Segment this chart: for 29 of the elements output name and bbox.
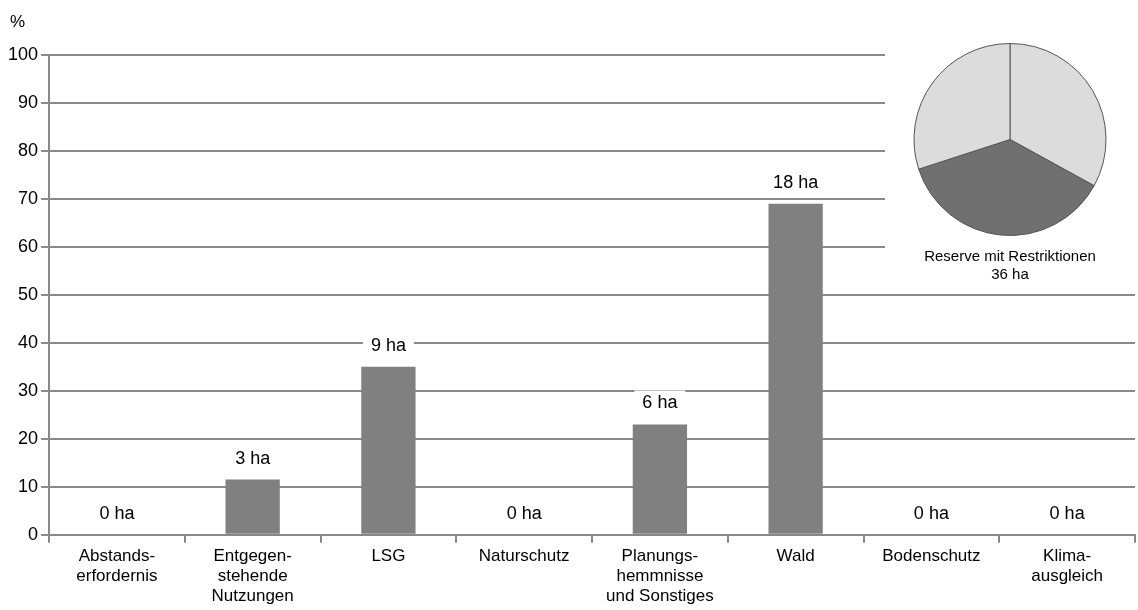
y-tick-label: 100 — [7, 43, 39, 64]
x-tick-label: Abstands- erfordernis — [76, 545, 158, 586]
y-tick-label: 90 — [18, 91, 39, 112]
y-tick-label: 70 — [18, 187, 39, 208]
y-tick-label: 60 — [18, 235, 39, 256]
annotation: 0 ha — [506, 502, 543, 523]
y-axis-title: % — [10, 12, 26, 32]
annotation: 18 ha — [773, 171, 820, 192]
annotation: 6 ha — [642, 392, 679, 413]
y-tick-label: 10 — [18, 475, 39, 496]
x-tick-label: LSG — [371, 545, 406, 565]
x-tick-label: Wald — [776, 545, 815, 565]
annotation: 9 ha — [370, 334, 407, 355]
y-tick-label: 40 — [18, 331, 39, 352]
annotation: 0 ha — [99, 502, 136, 523]
annotation: 3 ha — [235, 447, 272, 468]
y-tick-label: 50 — [18, 283, 39, 304]
x-tick-label: Planungs- hemmnisse und Sonstiges — [606, 545, 714, 606]
text: Reserve mit Restriktionen 36 ha — [924, 247, 1096, 283]
x-tick-label: Klima- ausgleich — [1031, 545, 1104, 586]
annotation: 0 ha — [1049, 502, 1086, 523]
x-tick-label: Entgegen- stehende Nutzungen — [211, 545, 294, 606]
y-tick-label: 0 — [28, 523, 39, 544]
y-tick-label: 80 — [18, 139, 39, 160]
x-tick-label: Bodenschutz — [882, 545, 981, 565]
y-tick-label: 30 — [18, 379, 39, 400]
y-tick-label: 20 — [18, 427, 39, 448]
annotation: 0 ha — [913, 502, 950, 523]
x-tick-label: Naturschutz — [478, 545, 570, 565]
